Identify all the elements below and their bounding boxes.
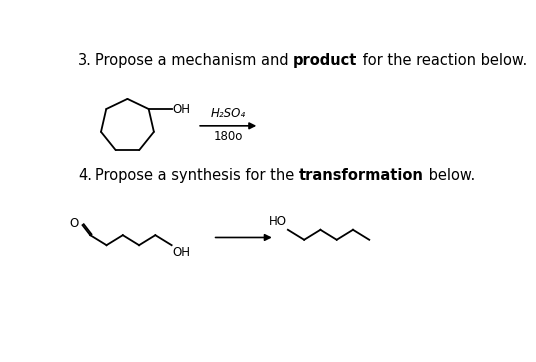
Text: Propose a synthesis for the: Propose a synthesis for the bbox=[95, 168, 299, 183]
Text: for the reaction below.: for the reaction below. bbox=[358, 53, 527, 68]
Text: OH: OH bbox=[173, 246, 190, 259]
Text: 180o: 180o bbox=[213, 130, 243, 143]
Text: 3.: 3. bbox=[78, 53, 92, 68]
Text: product: product bbox=[293, 53, 358, 68]
Text: OH: OH bbox=[173, 102, 191, 115]
Text: Propose a mechanism and: Propose a mechanism and bbox=[95, 53, 293, 68]
Text: HO: HO bbox=[269, 215, 287, 228]
Text: O: O bbox=[69, 217, 79, 230]
Text: transformation: transformation bbox=[299, 168, 423, 183]
Text: below.: below. bbox=[423, 168, 475, 183]
Text: H₂SO₄: H₂SO₄ bbox=[211, 107, 246, 120]
Text: 4.: 4. bbox=[78, 168, 92, 183]
